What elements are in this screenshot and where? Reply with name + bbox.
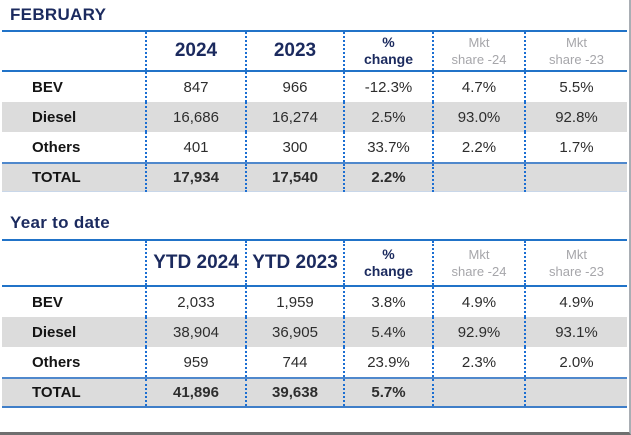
header-ytd-2024: YTD 2024 [146,239,247,287]
header-pct-change: % change [344,30,434,72]
february-header-row: 2024 2023 % change Mkt share -24 Mkt sha… [2,30,627,72]
header-mkt-share-23: Mkt share -23 [525,239,627,287]
cell-pct-change: 3.8% [344,286,434,317]
table-row-diesel: Diesel 38,904 36,905 5.4% 92.9% 93.1% [2,317,627,347]
header-mkt-share-24: Mkt share -24 [433,30,526,72]
cell-2024: 17,934 [146,162,247,192]
cell-2024: 401 [146,132,247,163]
ytd-table: YTD 2024 YTD 2023 % change Mkt share -24… [2,239,627,408]
pct-line2: change [363,51,413,67]
table-row-others: Others 401 300 33.7% 2.2% 1.7% [2,132,627,163]
cell-ytd-2023: 36,905 [246,317,345,347]
cell-ytd-2023: 744 [246,347,345,378]
table-row-bev: BEV 2,033 1,959 3.8% 4.9% 4.9% [2,286,627,317]
february-section-title: FEBRUARY [10,5,107,24]
ytd-header-row: YTD 2024 YTD 2023 % change Mkt share -24… [2,239,627,287]
cell-mkt-24: 2.3% [433,347,526,378]
mkt23-line2: share -23 [549,264,604,279]
cell-mkt-24: 93.0% [433,102,526,132]
cell-2023: 17,540 [246,162,345,192]
mkt23-line1: Mkt [566,247,587,262]
row-label: Diesel [2,102,147,132]
table-row-total: TOTAL 41,896 39,638 5.7% [2,377,627,408]
cell-2023: 300 [246,132,345,163]
cell-ytd-2023: 1,959 [246,286,345,317]
pct-line1: % [382,34,395,50]
pct-line2: change [363,263,413,279]
cell-pct-change: 23.9% [344,347,434,378]
cell-ytd-2024: 959 [146,347,247,378]
row-label: Others [2,132,147,163]
cell-mkt-23: 2.0% [559,353,594,371]
mkt23-line2: share -23 [549,52,604,67]
cell-pct-change: 2.5% [344,102,434,132]
mkt24-line2: share -24 [451,52,507,67]
table-row-total: TOTAL 17,934 17,540 2.2% [2,162,627,192]
cell-ytd-2023: 39,638 [246,377,345,408]
pct-line1: % [382,246,395,262]
february-table: 2024 2023 % change Mkt share -24 Mkt sha… [2,30,627,192]
cell-pct-change: 2.2% [344,162,434,192]
row-label: BEV [2,71,147,102]
cell-mkt-24: 4.9% [433,286,526,317]
header-pct-change: % change [344,239,434,287]
row-label: TOTAL [2,377,147,408]
cell-2024: 16,686 [146,102,247,132]
cell-mkt-24 [433,377,526,408]
cell-2024: 847 [146,71,247,102]
mkt24-line1: Mkt [468,247,490,262]
header-2023: 2023 [246,30,345,72]
cell-mkt-23 [525,377,627,408]
cell-pct-change: 5.7% [344,377,434,408]
cell-ytd-2024: 41,896 [146,377,247,408]
cell-mkt-24: 2.2% [433,132,526,163]
cell-mkt-23: 92.8% [525,102,627,132]
row-label: Diesel [2,317,147,347]
header-empty-cell [2,30,147,72]
cell-mkt-24: 4.7% [433,71,526,102]
cell-mkt-24: 92.9% [433,317,526,347]
header-ytd-2023: YTD 2023 [246,239,345,287]
cell-mkt-23 [525,162,627,192]
cell-ytd-2024: 38,904 [146,317,247,347]
cell-2023: 966 [246,71,345,102]
row-label: BEV [2,286,147,317]
mkt24-line1: Mkt [468,35,490,50]
header-empty-cell [2,239,147,287]
cell-pct-change: 33.7% [344,132,434,163]
mkt24-line2: share -24 [451,264,507,279]
cell-mkt-23: 4.9% [559,293,594,311]
table-row-bev: BEV 847 966 -12.3% 4.7% 5.5% [2,71,627,102]
header-mkt-share-24: Mkt share -24 [433,239,526,287]
header-2024: 2024 [146,30,247,72]
row-label: TOTAL [2,162,147,192]
cell-pct-change: 5.4% [344,317,434,347]
cell-pct-change: -12.3% [344,71,434,102]
cell-mkt-23: 5.5% [559,78,594,96]
cell-mkt-23: 1.7% [559,138,594,156]
row-label: Others [2,347,147,378]
cell-2023: 16,274 [246,102,345,132]
ytd-section-title: Year to date [10,213,110,232]
mkt23-line1: Mkt [566,35,587,50]
cell-ytd-2024: 2,033 [146,286,247,317]
cell-mkt-24 [433,162,526,192]
table-row-diesel: Diesel 16,686 16,274 2.5% 93.0% 92.8% [2,102,627,132]
cell-mkt-23: 93.1% [525,317,627,347]
header-mkt-share-23: Mkt share -23 [525,30,627,72]
table-row-others: Others 959 744 23.9% 2.3% 2.0% [2,347,627,378]
